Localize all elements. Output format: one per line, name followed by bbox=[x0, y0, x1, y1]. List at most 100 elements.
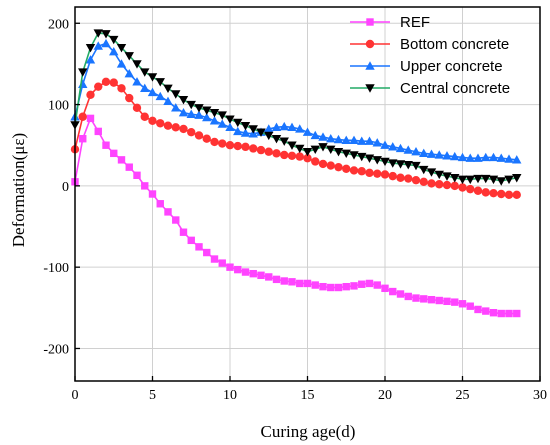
legend-label: Central concrete bbox=[400, 80, 510, 97]
data-point-upper-concrete bbox=[512, 155, 522, 164]
data-point-bottom-concrete bbox=[497, 189, 506, 199]
data-point-bottom-concrete bbox=[326, 161, 335, 170]
data-point-upper-concrete bbox=[395, 143, 406, 153]
data-point-ref bbox=[404, 292, 412, 301]
data-point-central-concrete bbox=[240, 122, 251, 131]
legend-marker-ref bbox=[366, 18, 374, 26]
data-point-upper-concrete bbox=[442, 151, 452, 160]
data-point-ref bbox=[133, 171, 141, 179]
data-point-ref bbox=[334, 283, 343, 292]
data-point-central-concrete bbox=[372, 156, 382, 165]
data-point-ref bbox=[272, 275, 281, 284]
data-point-upper-concrete bbox=[186, 109, 196, 119]
legend-marker-bottom-concrete bbox=[365, 39, 375, 49]
data-point-central-concrete bbox=[310, 145, 320, 154]
legend: REF Bottom concrete Upper concrete Central … bbox=[350, 14, 510, 97]
legend-label: REF bbox=[400, 14, 430, 31]
data-point-bottom-concrete bbox=[256, 145, 266, 155]
data-point-bottom-concrete bbox=[109, 78, 118, 87]
data-point-upper-concrete bbox=[419, 148, 429, 158]
data-point-upper-concrete bbox=[147, 87, 158, 97]
data-point-central-concrete bbox=[287, 141, 297, 150]
series-line-bottom-concrete bbox=[74, 80, 517, 196]
data-point-ref bbox=[187, 236, 195, 245]
data-point-upper-concrete bbox=[217, 119, 227, 128]
data-point-upper-concrete bbox=[225, 122, 235, 132]
data-point-bottom-concrete bbox=[466, 184, 475, 194]
data-point-upper-concrete bbox=[155, 91, 165, 101]
data-point-bottom-concrete bbox=[473, 186, 483, 195]
data-point-ref bbox=[79, 135, 87, 143]
data-point-central-concrete bbox=[147, 73, 158, 82]
data-point-ref bbox=[125, 163, 133, 171]
x-tick-label: 30 bbox=[533, 388, 547, 403]
data-point-ref bbox=[513, 309, 521, 318]
data-point-upper-concrete bbox=[504, 154, 514, 163]
data-point-bottom-concrete bbox=[179, 124, 188, 134]
data-point-central-concrete bbox=[194, 104, 204, 113]
data-point-bottom-concrete bbox=[419, 177, 428, 187]
data-point-ref bbox=[427, 295, 436, 304]
data-point-central-concrete bbox=[302, 148, 313, 157]
data-point-upper-concrete bbox=[132, 77, 142, 86]
data-point-bottom-concrete bbox=[86, 90, 95, 100]
data-point-upper-concrete bbox=[271, 122, 282, 132]
data-point-ref bbox=[497, 309, 505, 318]
data-point-central-concrete bbox=[488, 175, 499, 185]
data-point-upper-concrete bbox=[240, 128, 251, 137]
data-point-bottom-concrete bbox=[373, 169, 382, 178]
data-point-bottom-concrete bbox=[233, 141, 242, 151]
data-point-bottom-concrete bbox=[481, 188, 490, 197]
data-point-ref bbox=[505, 309, 513, 318]
data-point-ref bbox=[482, 307, 490, 315]
x-tick-label: 10 bbox=[223, 388, 237, 403]
data-point-central-concrete bbox=[318, 143, 328, 152]
data-point-ref bbox=[389, 287, 397, 296]
data-point-ref bbox=[365, 279, 374, 288]
data-point-central-concrete bbox=[93, 29, 103, 38]
series-upper-concrete bbox=[70, 38, 522, 164]
legend-marker-upper-concrete bbox=[365, 61, 375, 70]
data-point-ref bbox=[296, 279, 304, 288]
data-point-upper-concrete bbox=[380, 140, 390, 149]
data-point-central-concrete bbox=[109, 35, 119, 45]
data-point-upper-concrete bbox=[488, 152, 499, 162]
y-tick-label: 100 bbox=[48, 99, 69, 114]
data-point-central-concrete bbox=[271, 135, 282, 144]
data-point-upper-concrete bbox=[264, 124, 274, 133]
axis-ticks: 0 5 10 15 20 25 30 -200 -100 0 100 200 bbox=[43, 17, 547, 403]
data-point-central-concrete bbox=[85, 43, 96, 53]
data-point-central-concrete bbox=[326, 145, 336, 154]
data-point-central-concrete bbox=[186, 100, 196, 110]
data-point-ref bbox=[102, 141, 110, 149]
data-point-bottom-concrete bbox=[489, 188, 498, 198]
data-point-central-concrete bbox=[450, 174, 460, 183]
data-point-upper-concrete bbox=[364, 136, 375, 145]
data-point-bottom-concrete bbox=[504, 190, 514, 200]
data-point-central-concrete bbox=[233, 118, 243, 128]
data-point-upper-concrete bbox=[171, 103, 181, 112]
data-point-bottom-concrete bbox=[435, 180, 444, 189]
data-point-central-concrete bbox=[264, 131, 274, 141]
data-point-bottom-concrete bbox=[380, 170, 390, 179]
data-point-ref bbox=[218, 259, 226, 267]
data-point-bottom-concrete bbox=[241, 142, 250, 152]
data-point-ref bbox=[265, 273, 273, 281]
data-point-upper-concrete bbox=[302, 127, 313, 136]
data-point-ref bbox=[195, 243, 203, 251]
y-tick-label: -200 bbox=[43, 342, 69, 357]
data-point-ref bbox=[381, 284, 389, 293]
x-tick-label: 15 bbox=[301, 388, 315, 403]
series-central-concrete bbox=[70, 29, 522, 186]
data-point-bottom-concrete bbox=[218, 139, 227, 148]
data-point-ref bbox=[110, 149, 118, 158]
data-point-upper-concrete bbox=[116, 59, 127, 68]
data-point-upper-concrete bbox=[163, 96, 173, 106]
data-point-bottom-concrete bbox=[225, 141, 235, 150]
data-point-ref bbox=[327, 283, 335, 292]
data-point-ref bbox=[396, 290, 405, 298]
data-point-ref bbox=[156, 200, 164, 208]
data-point-central-concrete bbox=[140, 68, 150, 77]
data-point-ref bbox=[288, 278, 296, 286]
